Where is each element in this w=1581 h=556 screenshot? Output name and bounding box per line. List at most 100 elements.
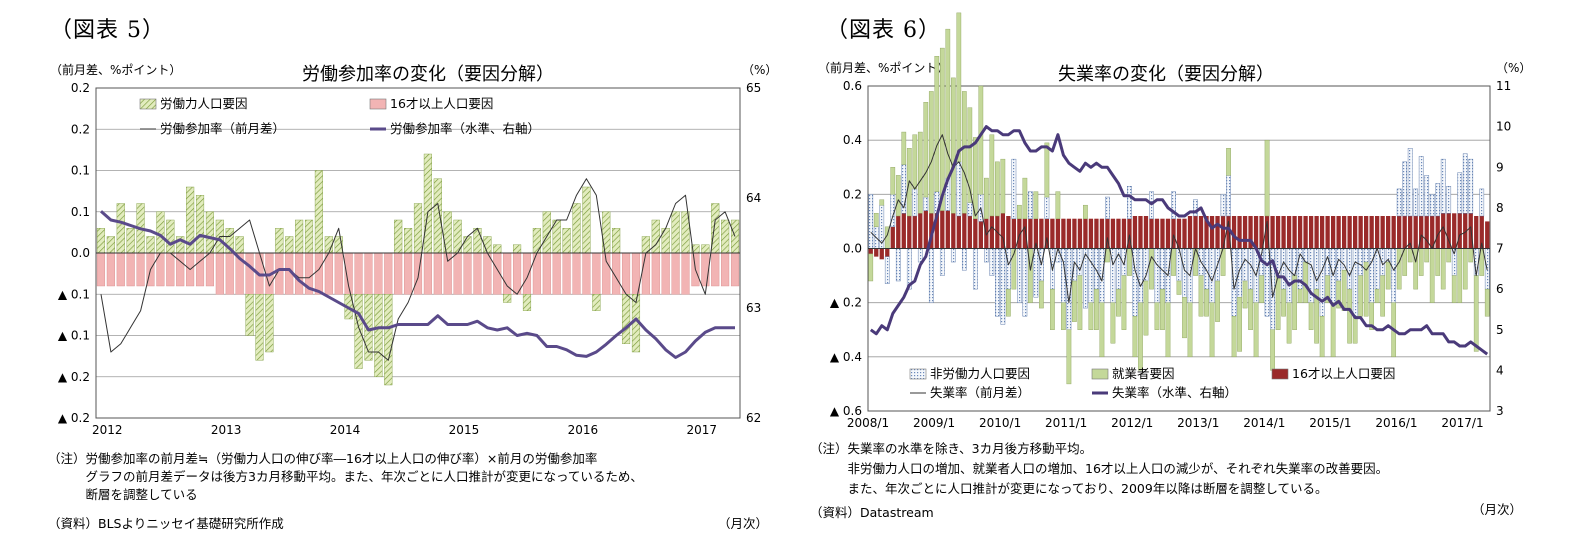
x-tick-label: 2010/1 <box>979 416 1021 430</box>
legend-swatch <box>369 98 387 110</box>
legend-swatch <box>909 368 927 380</box>
bar <box>1171 191 1176 219</box>
bar <box>1248 248 1253 290</box>
bar <box>868 194 874 249</box>
bar <box>1072 218 1077 249</box>
bar <box>314 252 323 295</box>
bar <box>995 161 1000 217</box>
bar <box>901 131 907 165</box>
bar <box>1006 216 1011 249</box>
legend-label: 労働参加率（前月差） <box>160 121 285 136</box>
right-tick-label: 63 <box>746 301 761 315</box>
bar <box>1402 161 1408 217</box>
bar <box>1281 248 1286 290</box>
bar <box>1094 288 1099 330</box>
bar <box>1391 248 1397 303</box>
bar <box>1193 216 1198 249</box>
bar <box>295 219 304 254</box>
bar <box>1022 248 1028 317</box>
bar <box>423 252 432 295</box>
bar <box>945 210 950 249</box>
bar <box>1215 280 1220 322</box>
bar <box>1386 216 1391 249</box>
bar <box>1066 329 1072 385</box>
bar <box>1396 188 1402 217</box>
bar <box>1242 280 1248 309</box>
bar <box>1314 288 1319 344</box>
bar <box>1231 216 1237 249</box>
bar <box>1127 186 1132 219</box>
bar <box>324 236 333 254</box>
bar <box>1259 275 1264 303</box>
bar <box>215 252 224 295</box>
legend-label: 労働参加率（水準、右軸） <box>390 121 540 136</box>
bar <box>1330 302 1336 358</box>
x-tick-label: 2017/1 <box>1441 416 1483 430</box>
bar <box>621 252 631 295</box>
bar <box>896 216 901 249</box>
bar <box>126 252 135 287</box>
bar <box>473 228 482 254</box>
bar <box>1055 191 1061 219</box>
bar <box>1154 248 1160 303</box>
bar <box>384 252 393 295</box>
bar <box>1000 158 1006 214</box>
bar <box>1154 302 1160 330</box>
bar <box>956 12 962 163</box>
bar <box>1314 216 1319 249</box>
bar <box>1462 248 1468 290</box>
bar <box>1396 248 1402 290</box>
bar <box>1270 216 1275 249</box>
bar <box>1297 216 1303 249</box>
bar <box>1226 148 1231 176</box>
bar <box>730 252 740 287</box>
bar <box>1441 213 1446 249</box>
bar <box>972 248 978 290</box>
bar <box>1286 216 1292 249</box>
legend-label: 労働力人口要因 <box>160 96 248 111</box>
chart-panel-figure-6: （図表 6） 失業率の変化（要因分解） （前月差、%ポイント） （%） 0.6 0.4 0… <box>806 0 1581 556</box>
bar <box>1369 216 1374 249</box>
legend-swatch <box>139 98 157 110</box>
bar <box>1319 216 1325 249</box>
left-tick-label: ▲ 0.2 <box>830 296 862 310</box>
bar <box>116 252 125 287</box>
bar <box>1435 183 1441 217</box>
bar <box>1259 216 1264 249</box>
right-tick-label: 62 <box>746 411 761 425</box>
bar <box>1264 248 1270 317</box>
bar <box>989 216 994 249</box>
bar <box>433 252 442 295</box>
bar <box>1110 302 1116 344</box>
left-tick-label: 0.0 <box>71 246 90 260</box>
legend-label: 失業率（前月差） <box>930 385 1030 400</box>
bar <box>1429 194 1435 217</box>
bar <box>671 252 680 295</box>
bar <box>1397 216 1402 249</box>
bar <box>1264 216 1270 249</box>
right-axis-unit-label: （%） <box>742 63 777 77</box>
bar <box>1066 218 1072 249</box>
bar <box>711 203 720 254</box>
bar <box>1462 153 1468 214</box>
bar <box>1072 280 1077 322</box>
bar <box>1105 196 1110 219</box>
bar <box>879 199 885 206</box>
bar <box>1000 248 1006 325</box>
bar <box>562 252 571 295</box>
bar <box>1352 248 1358 317</box>
note-line-3: また、年次ごとに人口推計が変更になっており、2009年以降は断層を調整している。 <box>810 481 1328 496</box>
left-tick-label: 0.1 <box>71 164 90 178</box>
bar <box>1485 221 1490 249</box>
bar <box>1132 316 1138 358</box>
bar <box>324 252 333 295</box>
bar <box>1435 248 1441 276</box>
bar <box>934 213 939 249</box>
bar <box>912 134 918 190</box>
series-line <box>100 178 736 361</box>
right-axis-unit-label: （%） <box>1496 61 1531 75</box>
bar <box>1474 216 1479 249</box>
bar <box>961 91 967 214</box>
series-line <box>869 125 1489 356</box>
bar <box>721 252 730 287</box>
